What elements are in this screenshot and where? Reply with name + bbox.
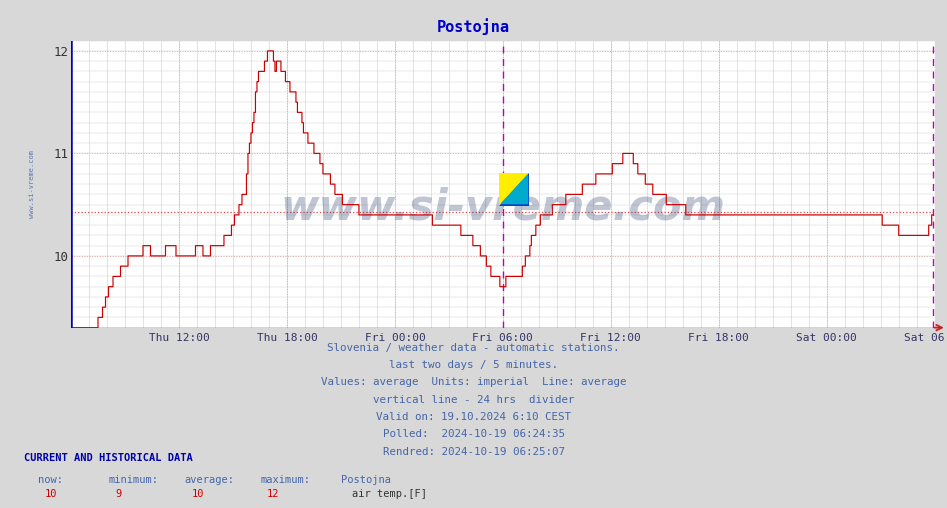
Polygon shape (502, 175, 527, 203)
Text: maximum:: maximum: (260, 475, 311, 485)
Text: www.si-vreme.com: www.si-vreme.com (29, 150, 35, 218)
Text: CURRENT AND HISTORICAL DATA: CURRENT AND HISTORICAL DATA (24, 453, 192, 463)
Text: Polled:  2024-10-19 06:24:35: Polled: 2024-10-19 06:24:35 (383, 429, 564, 439)
Text: vertical line - 24 hrs  divider: vertical line - 24 hrs divider (373, 395, 574, 405)
Text: Valid on: 19.10.2024 6:10 CEST: Valid on: 19.10.2024 6:10 CEST (376, 412, 571, 422)
Text: Slovenia / weather data - automatic stations.: Slovenia / weather data - automatic stat… (328, 343, 619, 353)
Text: Postojna: Postojna (437, 18, 510, 35)
Text: Postojna: Postojna (341, 475, 391, 485)
Text: last two days / 5 minutes.: last two days / 5 minutes. (389, 360, 558, 370)
Text: 12: 12 (267, 489, 279, 499)
Text: Values: average  Units: imperial  Line: average: Values: average Units: imperial Line: av… (321, 377, 626, 388)
Text: average:: average: (185, 475, 235, 485)
Text: 9: 9 (116, 489, 122, 499)
Text: minimum:: minimum: (109, 475, 159, 485)
Text: 10: 10 (45, 489, 57, 499)
Polygon shape (499, 173, 529, 206)
Polygon shape (499, 173, 529, 206)
Text: www.si-vreme.com: www.si-vreme.com (280, 186, 725, 228)
Text: air temp.[F]: air temp.[F] (352, 489, 427, 499)
Text: Rendred: 2024-10-19 06:25:07: Rendred: 2024-10-19 06:25:07 (383, 447, 564, 457)
Text: now:: now: (38, 475, 63, 485)
Text: 10: 10 (191, 489, 204, 499)
